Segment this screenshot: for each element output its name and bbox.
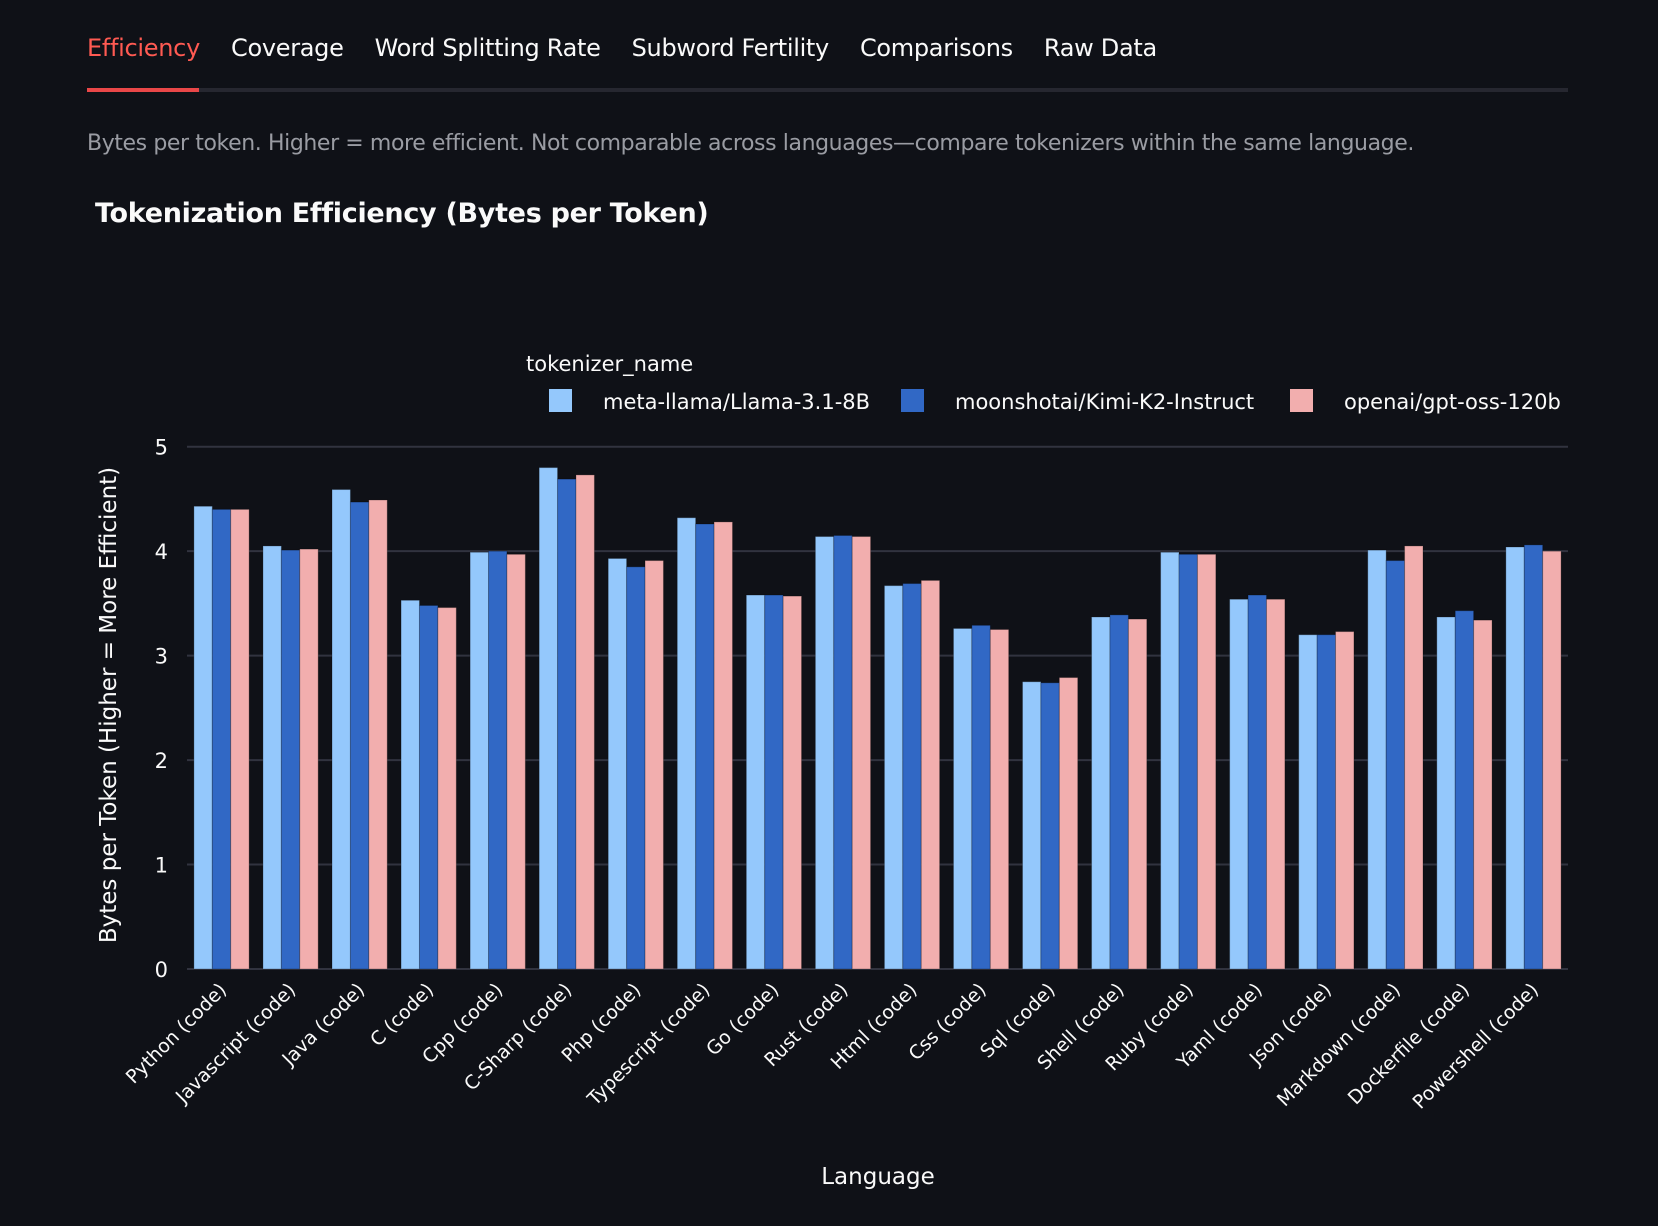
y-tick-label: 5 — [155, 436, 168, 460]
bar — [400, 599, 420, 970]
x-tick-label: Javascript (code) — [171, 979, 300, 1108]
tab-raw-data[interactable]: Raw Data — [1043, 34, 1157, 62]
bar — [971, 624, 991, 970]
bar — [1040, 682, 1060, 970]
chart-caption: Bytes per token. Higher = more efficient… — [87, 131, 1414, 156]
bar — [833, 534, 853, 970]
bar — [1196, 553, 1217, 970]
bar — [989, 629, 1010, 970]
tab-subword-fertility[interactable]: Subword Fertility — [631, 34, 830, 62]
x-tick-label: Markdown (code) — [1273, 979, 1405, 1111]
bar — [902, 583, 922, 970]
bar — [331, 489, 351, 970]
bar — [713, 521, 733, 970]
legend: tokenizer_name meta-llama/Llama-3.1-8B mo… — [526, 352, 1561, 414]
x-tick-label: Typescript (code) — [583, 979, 715, 1111]
x-axis-ticks: Python (code)Javascript (code)Java (code… — [122, 979, 1543, 1114]
bar — [1316, 634, 1337, 970]
bar — [644, 560, 664, 970]
bar — [1109, 614, 1129, 970]
y-tick-label: 2 — [155, 749, 168, 773]
bar — [920, 579, 941, 970]
bar — [1505, 546, 1525, 970]
bar — [1385, 560, 1406, 970]
y-tick-label: 0 — [155, 958, 168, 982]
bar — [1160, 551, 1180, 970]
bar — [952, 627, 973, 970]
x-tick-label: Powershell (code) — [1408, 979, 1543, 1114]
bar — [1404, 545, 1424, 970]
bar — [575, 474, 595, 970]
y-tick-label: 3 — [155, 645, 168, 669]
bar — [1247, 594, 1267, 970]
bar — [1178, 553, 1198, 970]
bar — [695, 523, 715, 970]
bar — [1436, 616, 1456, 970]
active-tab-indicator — [87, 88, 199, 92]
legend-label: openai/gpt-oss-120b — [1344, 390, 1561, 414]
legend-swatch — [549, 389, 572, 412]
bar — [1058, 677, 1079, 970]
bar — [280, 549, 301, 970]
x-axis-title: Language — [821, 1164, 935, 1190]
bar — [230, 508, 250, 970]
y-tick-label: 4 — [155, 540, 168, 564]
bar — [626, 566, 646, 970]
bar — [1265, 598, 1286, 970]
bar — [193, 505, 213, 970]
bar — [418, 604, 439, 970]
bar — [1127, 618, 1148, 970]
legend-swatch — [901, 389, 924, 412]
tab-comparisons[interactable]: Comparisons — [859, 34, 1013, 62]
bar — [437, 607, 457, 970]
bar — [676, 517, 697, 970]
x-tick-label: Dockerfile (code) — [1344, 979, 1474, 1109]
bar — [764, 594, 784, 970]
chart-title: Tokenization Efficiency (Bytes per Token… — [95, 198, 709, 229]
bar — [368, 499, 388, 970]
tab-word-splitting-rate[interactable]: Word Splitting Rate — [374, 34, 601, 62]
bar — [1454, 610, 1475, 970]
tab-bar: Efficiency Coverage Word Splitting Rate … — [87, 26, 1188, 70]
bar — [607, 557, 628, 970]
tab-efficiency[interactable]: Efficiency — [87, 34, 200, 62]
legend-label: moonshotai/Kimi-K2-Instruct — [955, 390, 1254, 414]
bar — [557, 478, 577, 970]
bar — [506, 553, 526, 970]
bar — [469, 551, 490, 970]
bar — [1022, 681, 1042, 970]
legend-title: tokenizer_name — [526, 352, 693, 377]
y-tick-label: 1 — [155, 854, 168, 878]
bar — [1335, 631, 1355, 970]
bar — [349, 501, 370, 970]
bar — [782, 595, 803, 970]
tab-coverage[interactable]: Coverage — [230, 34, 344, 62]
bar — [851, 536, 872, 970]
tab-rail-divider — [87, 88, 1568, 92]
bar — [262, 545, 282, 970]
bar — [1367, 549, 1387, 970]
bar — [1229, 598, 1249, 970]
bar — [745, 594, 766, 970]
bar — [1091, 616, 1111, 970]
x-tick-label: C (code) — [366, 979, 438, 1051]
legend-label: meta-llama/Llama-3.1-8B — [603, 390, 870, 414]
legend-swatch — [1290, 389, 1313, 412]
bar — [211, 508, 232, 970]
bars — [193, 467, 1562, 970]
bar — [1298, 634, 1318, 970]
y-axis-ticks: 0 1 2 3 4 5 — [155, 436, 168, 982]
y-axis-title: Bytes per Token (Higher = More Efficient… — [96, 467, 122, 943]
bar — [538, 467, 559, 970]
bar — [1542, 550, 1562, 970]
bar — [299, 548, 319, 970]
bar — [1473, 619, 1493, 970]
gridlines — [187, 445, 1568, 970]
bar — [1523, 544, 1544, 970]
bar — [488, 550, 508, 970]
bar — [814, 536, 835, 970]
bar — [883, 585, 904, 970]
